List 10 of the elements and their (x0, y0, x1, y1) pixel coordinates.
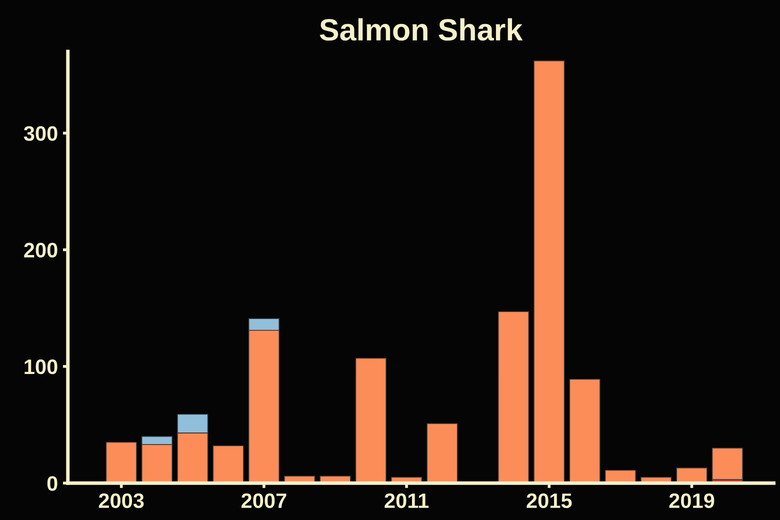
y-tick-label: 100 (24, 359, 58, 374)
x-tick-label: 2011 (384, 493, 429, 508)
x-tick-label: 2007 (241, 493, 286, 508)
chart-title: Salmon Shark (320, 18, 523, 41)
y-tick-label: 200 (24, 242, 58, 258)
y-tick-label: 0 (47, 476, 58, 491)
y-tick-label: 300 (24, 126, 58, 141)
x-tick-label: 2015 (526, 493, 572, 508)
x-tick-label: 2003 (98, 493, 144, 508)
x-tick-label: 2019 (669, 493, 714, 508)
